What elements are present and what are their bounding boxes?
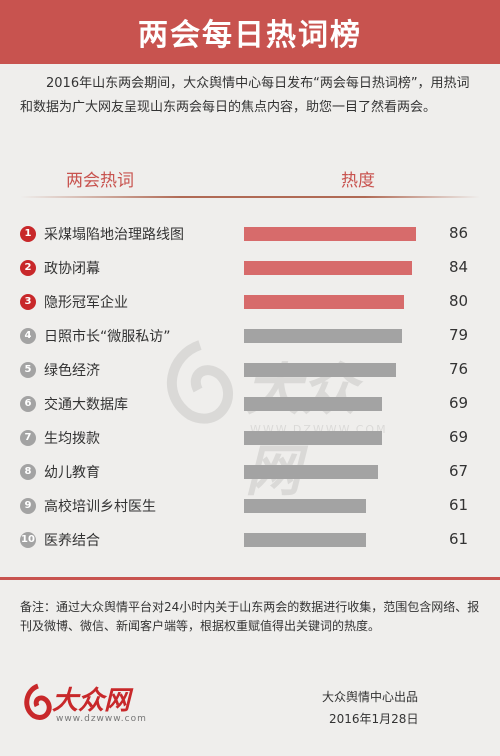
chart-row: 8 幼儿教育 67 — [0, 461, 500, 485]
hot-term-label: 医养结合 — [44, 533, 100, 549]
heat-value: 61 — [449, 496, 469, 514]
hot-term-label: 日照市长“微服私访” — [44, 329, 171, 345]
chart-row: 4 日照市长“微服私访” 79 — [0, 325, 500, 349]
rank-badge: 10 — [20, 532, 36, 548]
rank-badge: 8 — [20, 464, 36, 480]
heat-bar — [244, 397, 382, 411]
site-logo: 大众网 www.dzwww.com — [20, 680, 146, 730]
heat-value: 69 — [449, 428, 469, 446]
publisher: 大众舆情中心出品 — [322, 690, 419, 704]
logo-url: www.dzwww.com — [56, 714, 147, 724]
rank-badge: 9 — [20, 498, 36, 514]
page-title-banner: 两会每日热词榜 — [0, 0, 500, 64]
page-title: 两会每日热词榜 — [138, 18, 362, 53]
heat-bar — [244, 363, 396, 377]
hot-term-label: 交通大数据库 — [44, 397, 128, 413]
chart-row: 2 政协闭幕 84 — [0, 257, 500, 281]
publish-date: 2016年1月28日 — [329, 712, 419, 726]
rank-badge: 3 — [20, 294, 36, 310]
heat-bar — [244, 465, 378, 479]
hot-term-label: 隐形冠军企业 — [44, 295, 128, 311]
column-header-term: 两会热词 — [66, 171, 134, 191]
footer-divider — [0, 577, 500, 580]
logo-text: 大众网 — [52, 686, 131, 716]
chart-row: 7 生均拨款 69 — [0, 427, 500, 451]
chart-row: 5 绿色经济 76 — [0, 359, 500, 383]
hot-term-label: 幼儿教育 — [44, 465, 100, 481]
rank-badge: 1 — [20, 226, 36, 242]
heat-value: 79 — [449, 326, 469, 344]
hot-term-label: 生均拨款 — [44, 431, 100, 447]
hot-term-label: 高校培训乡村医生 — [44, 499, 156, 515]
logo-swirl-icon — [24, 683, 52, 720]
rank-badge: 7 — [20, 430, 36, 446]
rank-badge: 6 — [20, 396, 36, 412]
heat-bar — [244, 227, 416, 241]
rank-badge: 5 — [20, 362, 36, 378]
chart-row: 6 交通大数据库 69 — [0, 393, 500, 417]
chart-row: 10 医养结合 61 — [0, 529, 500, 553]
header-divider — [20, 196, 480, 198]
column-header-heat: 热度 — [341, 171, 375, 191]
heat-value: 86 — [449, 224, 469, 242]
hot-term-label: 政协闭幕 — [44, 261, 100, 277]
rank-badge: 2 — [20, 260, 36, 276]
heat-value: 67 — [449, 462, 469, 480]
heat-bar — [244, 329, 402, 343]
heat-bar — [244, 431, 382, 445]
note-text: 备注：通过大众舆情平台对24小时内关于山东两会的数据进行收集，范围包含网络、报刊… — [20, 600, 480, 633]
heat-bar — [244, 499, 366, 513]
heat-value: 84 — [449, 258, 469, 276]
watermark-swirl-icon — [167, 340, 234, 424]
chart-row: 3 隐形冠军企业 80 — [0, 291, 500, 315]
heat-value: 76 — [449, 360, 469, 378]
heat-bar — [244, 295, 404, 309]
heat-value: 80 — [449, 292, 469, 310]
intro-paragraph: 2016年山东两会期间，大众舆情中心每日发布“两会每日热词榜”，用热词和数据为广… — [20, 76, 470, 115]
heat-value: 61 — [449, 530, 469, 548]
hot-term-label: 绿色经济 — [44, 363, 100, 379]
hot-term-label: 采煤塌陷地治理路线图 — [44, 227, 184, 243]
rank-badge: 4 — [20, 328, 36, 344]
chart-row: 9 高校培训乡村医生 61 — [0, 495, 500, 519]
chart-row: 1 采煤塌陷地治理路线图 86 — [0, 223, 500, 247]
heat-bar — [244, 533, 366, 547]
heat-value: 69 — [449, 394, 469, 412]
heat-bar — [244, 261, 412, 275]
